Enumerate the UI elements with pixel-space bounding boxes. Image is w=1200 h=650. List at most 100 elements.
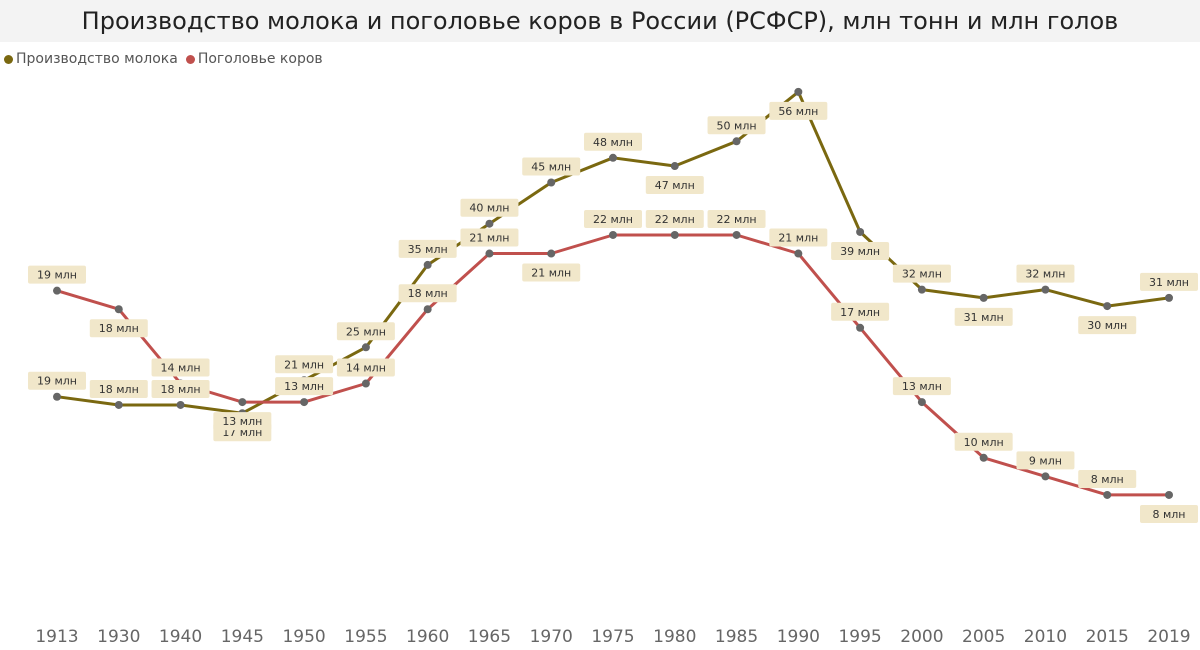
data-label-box: [275, 355, 334, 374]
x-tick-label: 1945: [221, 627, 264, 647]
data-point-milk[interactable]: [794, 87, 803, 96]
data-label-cows: 14 млн: [151, 358, 210, 377]
data-label-milk: 18 млн: [151, 379, 210, 398]
data-label-box: [892, 264, 951, 283]
data-point-cows[interactable]: [732, 230, 741, 239]
data-point-cows[interactable]: [856, 323, 865, 332]
data-point-milk[interactable]: [114, 400, 123, 409]
data-label-box: [1078, 316, 1137, 335]
data-label-box: [275, 377, 334, 396]
data-point-cows[interactable]: [794, 249, 803, 258]
data-point-milk[interactable]: [856, 227, 865, 236]
data-label-text: 21 млн: [469, 232, 509, 245]
data-point-cows[interactable]: [300, 398, 309, 407]
data-label-text: 39 млн: [840, 245, 880, 258]
data-point-milk[interactable]: [732, 137, 741, 146]
data-point-cows[interactable]: [917, 398, 926, 407]
data-point-milk[interactable]: [1165, 293, 1173, 302]
data-label-cows: 8 млн: [1140, 504, 1198, 523]
data-label-milk: 50 млн: [707, 116, 766, 135]
data-label-text: 47 млн: [655, 179, 695, 192]
data-point-cows[interactable]: [670, 230, 679, 239]
series-line-cows: [55, 233, 1171, 497]
data-label-box: [398, 284, 457, 303]
data-label-text: 25 млн: [346, 325, 386, 338]
data-point-milk[interactable]: [917, 285, 926, 294]
data-point-cows[interactable]: [423, 305, 432, 314]
data-label-box: [769, 228, 828, 247]
data-point-milk[interactable]: [670, 162, 679, 171]
data-label-cows: 14 млн: [336, 358, 395, 377]
data-label-text: 19 млн: [37, 269, 77, 282]
data-label-box: [522, 263, 581, 282]
data-label-text: 18 млн: [99, 383, 139, 396]
data-label-milk: 48 млн: [584, 132, 642, 151]
data-label-cows: 9 млн: [1016, 451, 1075, 470]
data-point-milk[interactable]: [361, 343, 370, 352]
data-point-milk[interactable]: [176, 400, 185, 409]
data-label-box: [151, 379, 210, 398]
x-tick-label: 1970: [530, 627, 573, 647]
data-label-milk: 45 млн: [522, 157, 581, 176]
data-label-text: 31 млн: [964, 311, 1004, 324]
data-label-cows: 21 млн: [522, 263, 581, 282]
data-point-cows[interactable]: [609, 230, 617, 239]
legend-label-milk: Производство молока: [16, 51, 178, 67]
data-label-box: [584, 209, 642, 228]
data-point-milk[interactable]: [1041, 285, 1050, 294]
data-label-milk: 19 млн: [28, 371, 86, 390]
data-point-cows[interactable]: [979, 453, 988, 462]
data-label-box: [584, 132, 642, 151]
data-label-box: [831, 302, 890, 321]
data-label-milk: 32 млн: [1016, 264, 1075, 283]
x-tick-label: 1995: [838, 627, 881, 647]
data-point-cows[interactable]: [485, 249, 494, 258]
data-label-text: 13 млн: [902, 380, 942, 393]
x-tick-label: 2019: [1147, 627, 1190, 647]
data-point-cows[interactable]: [1041, 472, 1050, 481]
data-point-milk[interactable]: [1103, 302, 1112, 311]
data-label-box: [460, 228, 519, 247]
data-point-cows[interactable]: [1103, 490, 1112, 499]
data-label-box: [1016, 451, 1075, 470]
data-label-text: 48 млн: [593, 136, 633, 149]
data-label-text: 22 млн: [655, 213, 695, 226]
data-label-milk: 31 млн: [1140, 272, 1198, 291]
data-label-box: [28, 265, 86, 284]
data-label-milk: 35 млн: [398, 239, 457, 258]
data-label-cows: 22 млн: [707, 209, 766, 228]
data-point-cows[interactable]: [238, 398, 247, 407]
data-point-milk[interactable]: [485, 219, 494, 228]
legend-item-milk[interactable]: Производство молока: [4, 51, 178, 67]
data-point-cows[interactable]: [114, 305, 123, 314]
data-label-cows: 10 млн: [954, 432, 1013, 451]
data-label-milk: 30 млн: [1078, 316, 1137, 335]
data-point-cows[interactable]: [53, 286, 61, 295]
x-tick-label: 2000: [900, 627, 943, 647]
data-point-milk[interactable]: [547, 178, 556, 187]
data-label-text: 32 млн: [1025, 268, 1065, 281]
data-label-cows: 17 млн: [831, 302, 890, 321]
data-point-cows[interactable]: [1165, 490, 1173, 499]
data-point-cows[interactable]: [547, 249, 556, 258]
data-point-milk[interactable]: [979, 293, 988, 302]
data-label-milk: 56 млн: [769, 101, 828, 120]
data-label-milk: 47 млн: [645, 176, 704, 195]
x-tick-label: 1960: [406, 627, 449, 647]
legend-marker-milk: [4, 54, 13, 64]
data-label-cows: 22 млн: [645, 209, 704, 228]
x-tick-label: 1990: [777, 627, 820, 647]
data-label-text: 21 млн: [531, 267, 571, 280]
data-point-cows[interactable]: [361, 379, 370, 388]
data-label-milk: 40 млн: [460, 198, 519, 217]
data-point-milk[interactable]: [53, 392, 61, 401]
data-point-milk[interactable]: [423, 260, 432, 269]
legend-item-cows[interactable]: Поголовье коров: [185, 51, 323, 67]
data-point-milk[interactable]: [609, 153, 617, 162]
data-label-text: 17 млн: [840, 306, 880, 319]
data-label-box: [954, 307, 1013, 326]
data-label-cows: 13 млн: [213, 412, 272, 431]
data-label-box: [769, 101, 828, 120]
x-tick-label: 1975: [591, 627, 634, 647]
